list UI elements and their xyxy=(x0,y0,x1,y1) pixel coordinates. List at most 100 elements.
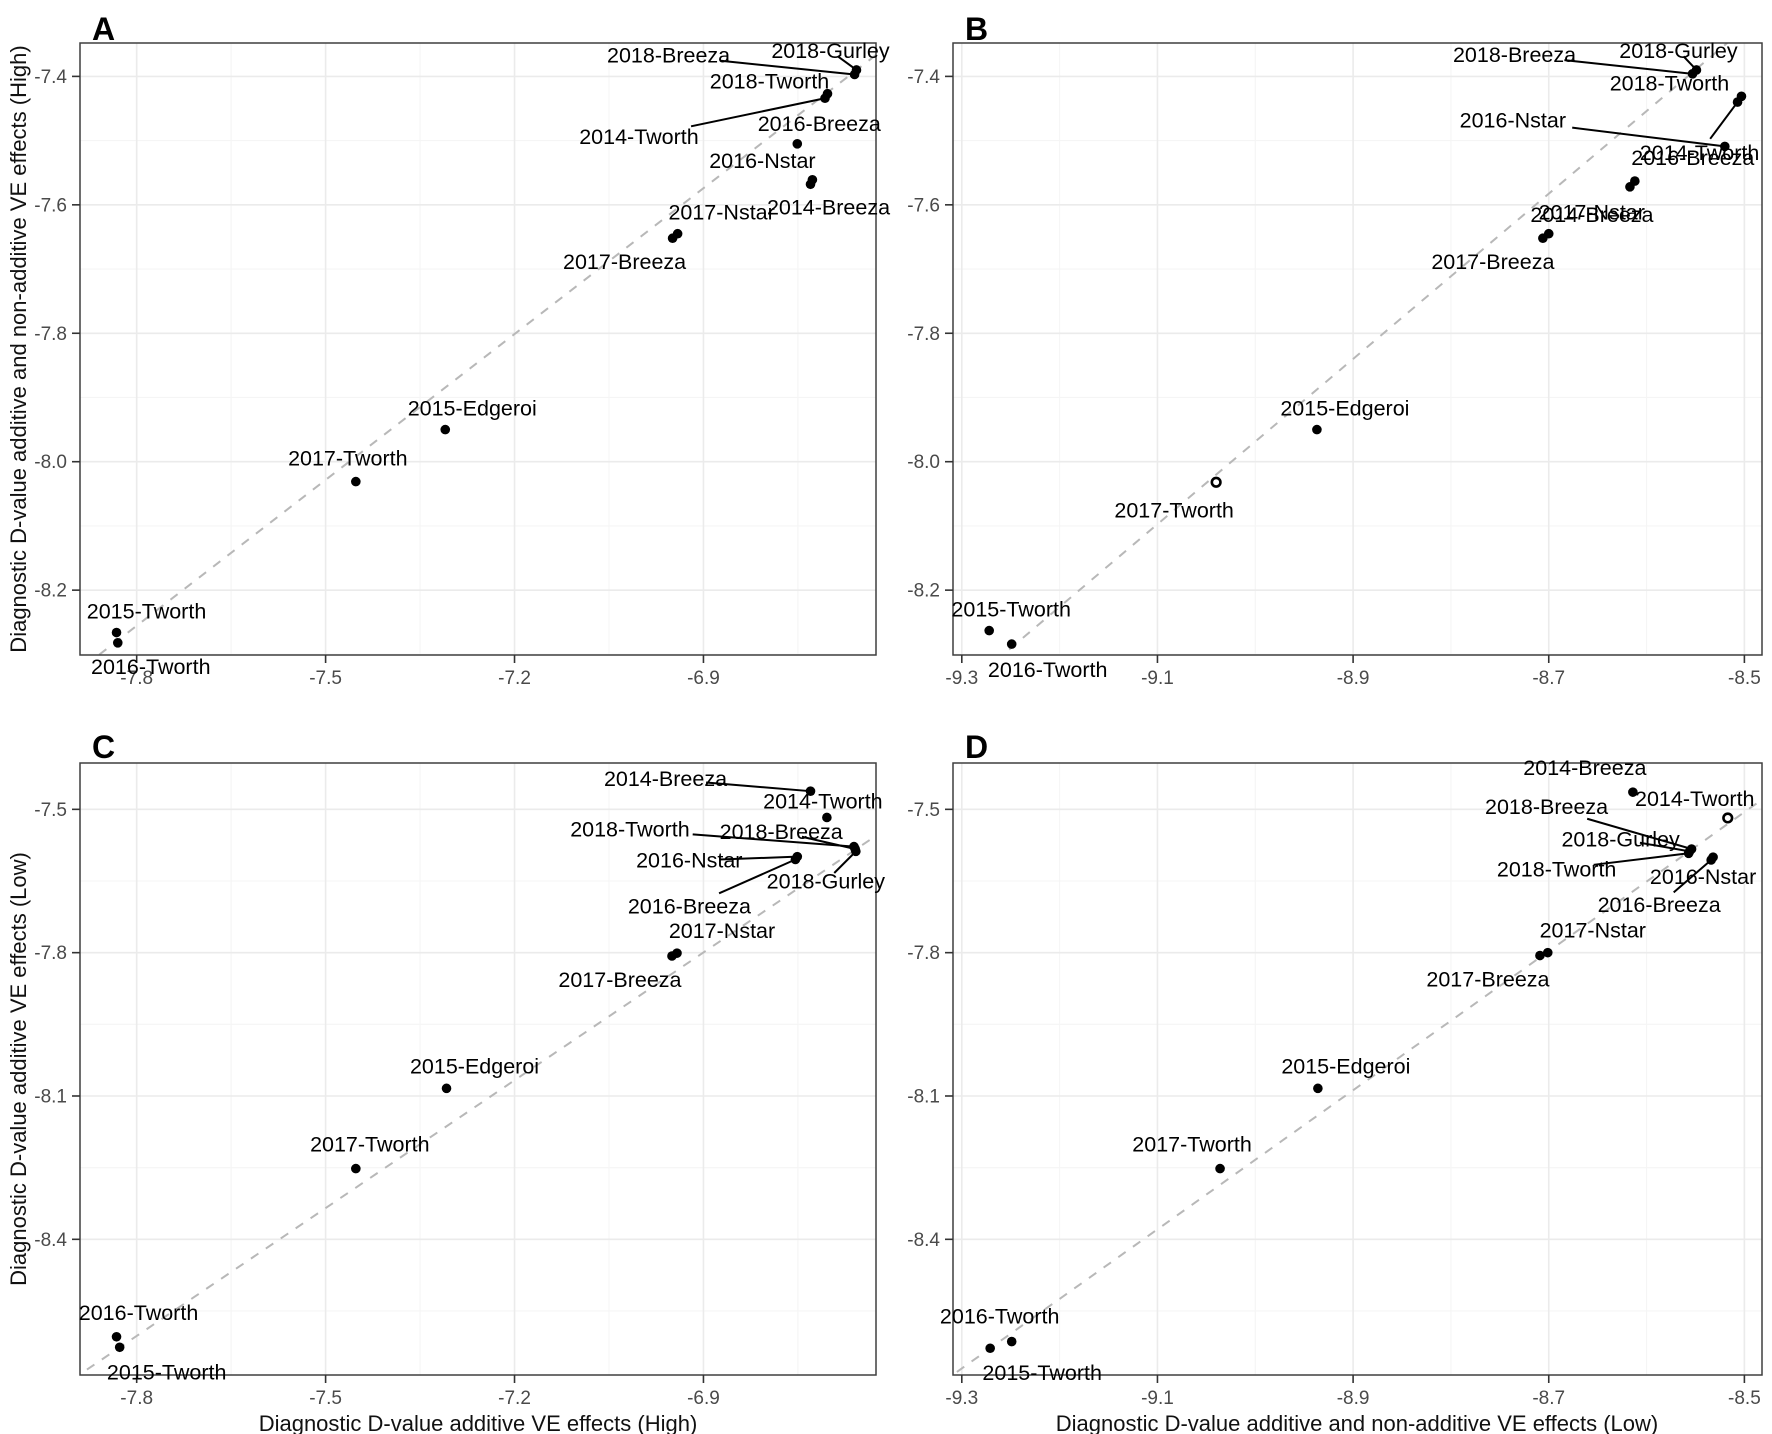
plot-background xyxy=(953,763,1762,1375)
point-label-2017-tworth: 2017-Tworth xyxy=(1132,1133,1252,1157)
label-leader-line xyxy=(833,850,857,874)
data-point-2016-breeza xyxy=(1706,855,1716,865)
y-tick-label: -8.1 xyxy=(34,1086,67,1107)
data-point-2017-tworth xyxy=(1215,1163,1225,1174)
x-tick-label: -9.1 xyxy=(1141,668,1174,689)
point-label-2014-breeza: 2014-Breeza xyxy=(767,195,890,219)
label-leader-line xyxy=(1586,817,1692,850)
panel-border xyxy=(79,762,877,1376)
y-axis-title-panel-c: Diagnostic D-value additive VE effects (… xyxy=(6,852,31,1286)
panel-border xyxy=(79,42,877,656)
y-tick-label: -8.2 xyxy=(907,581,940,602)
y-tick-label: -7.6 xyxy=(34,195,67,216)
panel-d: -9.3 -9.1 -8.9 -8.7 -8.5 -7.5 -7.8 -8.1 -8.4 2014… xyxy=(907,756,1763,1409)
panel-letter-b: B xyxy=(965,11,988,47)
data-point-2015-edgeroi xyxy=(440,424,451,435)
x-tick-label: -8.5 xyxy=(1728,1388,1761,1409)
data-point-2016-breeza xyxy=(790,854,801,865)
data-point-2018-gurley xyxy=(851,846,861,857)
point-label-2016-nstar: 2016-Nstar xyxy=(1460,108,1566,132)
point-label-2018-tworth: 2018-Tworth xyxy=(1497,857,1617,881)
point-label-2014-breeza: 2014-Breeza xyxy=(1530,203,1653,227)
point-label-2017-breeza: 2017-Breeza xyxy=(558,968,681,992)
data-point-2015-tworth xyxy=(111,627,122,638)
y-tick-label: -7.4 xyxy=(34,67,67,88)
data-point-2014-breeza xyxy=(1628,787,1638,797)
x-tick-label: -6.9 xyxy=(687,1388,720,1409)
data-point-2015-tworth xyxy=(984,625,994,636)
point-label-2017-tworth: 2017-Tworth xyxy=(310,1133,430,1157)
y-tick-label: -8.2 xyxy=(34,581,67,602)
panel-a: -7.8 -7.5 -7.2 -6.9 -7.4 -7.6 -7.8 -8.0 -8.2 2018… xyxy=(34,39,890,689)
point-label-2015-edgeroi: 2015-Edgeroi xyxy=(408,397,537,421)
data-point-2014-breeza xyxy=(805,786,816,796)
data-point-2018-breeza xyxy=(849,69,860,80)
point-label-2017-breeza: 2017-Breeza xyxy=(563,250,686,274)
point-label-2016-tworth: 2016-Tworth xyxy=(79,1301,199,1325)
point-label-2017-breeza: 2017-Breeza xyxy=(1426,968,1549,992)
data-point-2016-tworth xyxy=(112,637,123,648)
x-tick-label: -6.9 xyxy=(687,668,720,689)
point-label-2018-tworth: 2018-Tworth xyxy=(1610,71,1730,95)
x-tick-label: -7.8 xyxy=(120,668,153,689)
x-tick-label: -9.1 xyxy=(1141,1388,1174,1409)
panel-c: -7.8 -7.5 -7.2 -6.9 -7.5 -7.8 -8.1 -8.4 2014-Bre… xyxy=(34,762,886,1409)
data-point-2017-breeza xyxy=(667,951,677,961)
label-leader-line xyxy=(1709,101,1739,140)
y-tick-label: -8.1 xyxy=(907,1086,940,1107)
point-label-2018-tworth: 2018-Tworth xyxy=(710,70,830,94)
panel-b: -9.3 -9.1 -8.9 -8.7 -8.5 -7.4 -7.6 -7.8 -8.0 -8.2… xyxy=(907,39,1763,689)
point-label-2018-breeza: 2018-Breeza xyxy=(720,820,843,844)
point-label-2016-breeza: 2016-Breeza xyxy=(628,895,751,919)
point-label-2016-breeza: 2016-Breeza xyxy=(1631,146,1754,170)
data-point-2017-tworth xyxy=(351,476,361,487)
point-label-2018-gurley: 2018-Gurley xyxy=(771,39,890,63)
x-tick-label: -7.2 xyxy=(498,668,531,689)
data-point-2014-tworth xyxy=(822,812,832,823)
label-leader-line xyxy=(706,781,811,793)
point-label-2015-tworth: 2015-Tworth xyxy=(982,1361,1102,1385)
label-leader-line xyxy=(692,833,855,848)
y-tick-label: -7.8 xyxy=(34,324,67,345)
point-label-2014-tworth: 2014-Tworth xyxy=(579,125,699,149)
data-point-2018-breeza xyxy=(1687,69,1698,79)
data-point-2017-tworth xyxy=(1210,476,1222,488)
point-label-2018-tworth: 2018-Tworth xyxy=(570,818,690,842)
trendline xyxy=(953,798,1762,1375)
data-point-2015-tworth xyxy=(114,1342,125,1353)
point-label-2014-breeza: 2014-Breeza xyxy=(604,767,727,791)
point-label-2014-tworth: 2014-Tworth xyxy=(1635,787,1755,811)
x-tick-label: -8.7 xyxy=(1532,1388,1565,1409)
label-leader-line xyxy=(1564,59,1693,75)
label-leader-line xyxy=(1673,859,1712,894)
point-label-2017-nstar: 2017-Nstar xyxy=(669,919,775,943)
y-tick-label: -7.8 xyxy=(34,943,67,964)
y-tick-label: -8.0 xyxy=(34,452,67,473)
point-label-2016-nstar: 2016-Nstar xyxy=(1650,865,1756,889)
data-point-2016-tworth xyxy=(1006,1336,1017,1347)
x-axis-title-panel-c: Diagnostic D-value additive VE effects (… xyxy=(259,1411,698,1434)
label-leader-line xyxy=(1572,126,1725,148)
panel-letter-a: A xyxy=(92,11,115,47)
x-axis-title-panel-d: Diagnostic D-value additive and non-addi… xyxy=(1056,1411,1658,1434)
point-label-2014-breeza: 2014-Breeza xyxy=(1523,756,1646,780)
data-point-2014-breeza xyxy=(805,179,816,190)
data-point-2014-tworth xyxy=(1732,97,1743,107)
point-label-2015-tworth: 2015-Tworth xyxy=(107,1360,227,1384)
panel-border xyxy=(952,42,1763,656)
data-point-2014-breeza xyxy=(1625,182,1635,192)
point-label-2016-breeza: 2016-Breeza xyxy=(758,112,881,136)
y-tick-label: -7.8 xyxy=(907,943,940,964)
x-tick-label: -8.7 xyxy=(1532,668,1565,689)
y-tick-label: -8.0 xyxy=(907,452,940,473)
point-label-2014-tworth: 2014-Tworth xyxy=(763,789,883,813)
point-label-2016-tworth: 2016-Tworth xyxy=(940,1305,1060,1329)
y-tick-label: -7.6 xyxy=(907,195,940,216)
x-tick-label: -8.9 xyxy=(1337,668,1370,689)
point-label-2018-gurley: 2018-Gurley xyxy=(767,869,886,893)
point-label-2018-breeza: 2018-Breeza xyxy=(1453,43,1576,67)
point-label-2018-breeza: 2018-Breeza xyxy=(607,43,730,67)
data-point-2016-tworth xyxy=(1006,639,1017,649)
x-tick-label: -7.5 xyxy=(309,1388,342,1409)
